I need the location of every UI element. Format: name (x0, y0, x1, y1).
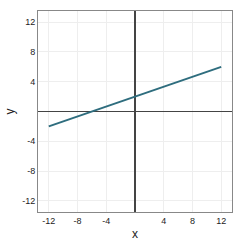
svg-text:12: 12 (25, 17, 35, 27)
svg-text:y: y (3, 109, 17, 115)
svg-text:-12: -12 (22, 196, 35, 206)
svg-text:-4: -4 (102, 216, 110, 226)
svg-text:x: x (132, 227, 138, 241)
svg-text:-4: -4 (27, 136, 35, 146)
svg-text:8: 8 (30, 47, 35, 57)
svg-text:-8: -8 (27, 166, 35, 176)
svg-text:-8: -8 (74, 216, 82, 226)
svg-text:8: 8 (190, 216, 195, 226)
svg-text:4: 4 (30, 77, 35, 87)
svg-text:12: 12 (216, 216, 226, 226)
svg-text:4: 4 (161, 216, 166, 226)
svg-text:-12: -12 (42, 216, 55, 226)
